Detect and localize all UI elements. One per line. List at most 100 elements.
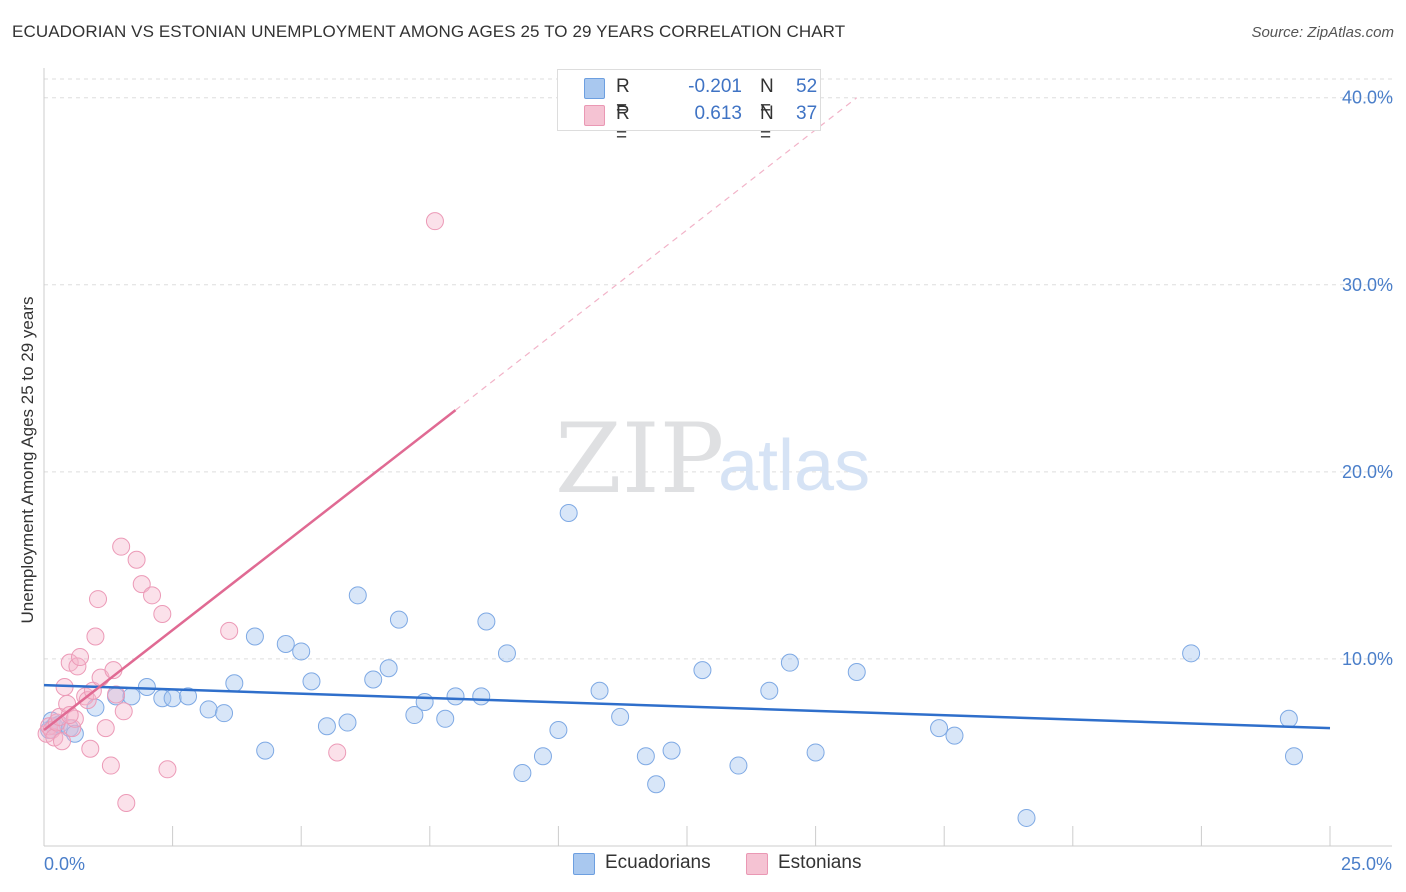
ecuadorian-point	[549, 721, 568, 740]
ecuadorian-point	[364, 670, 383, 689]
ecuadorian-point	[245, 627, 264, 646]
estonian-points	[37, 212, 444, 812]
ecuadorian-point	[163, 689, 182, 708]
watermark-atlas: atlas	[718, 426, 870, 506]
ecuadorian-point	[1017, 808, 1036, 827]
ecuadorian-trend-line	[43, 683, 1331, 730]
ecuadorian-point	[415, 692, 434, 711]
ecuadorian-point	[647, 775, 666, 794]
ecuadorian-point	[611, 707, 630, 726]
ecuadorian-point	[389, 610, 408, 629]
estonian-point	[153, 605, 172, 624]
estonian-legend-label: Estonians	[778, 852, 862, 873]
ecuadorian-point	[446, 687, 465, 706]
ecuadorian-point	[292, 642, 311, 661]
ecuadorian-point	[348, 586, 367, 605]
r-value: -0.201	[688, 76, 742, 97]
estonian-point	[78, 691, 97, 710]
n-value: 37	[796, 103, 818, 124]
estonian-legend-swatch	[746, 853, 768, 875]
x-tick-label-min: 0.0%	[44, 854, 85, 874]
estonian-point	[71, 648, 90, 667]
ecuadorian-point	[945, 726, 964, 745]
estonian-point	[425, 212, 444, 231]
ecuadorian-point	[780, 653, 799, 672]
ecuadorian-point	[436, 709, 455, 728]
chart-title: ECUADORIAN VS ESTONIAN UNEMPLOYMENT AMON…	[12, 22, 846, 41]
n-label: N =	[760, 76, 774, 119]
n-label: N =	[760, 103, 774, 146]
y-tick-label: 10.0%	[1342, 649, 1393, 669]
ecuadorian-point	[847, 663, 866, 682]
y-tick-label: 30.0%	[1342, 275, 1393, 295]
ecuadorian-point	[215, 704, 234, 723]
estonian-point	[127, 550, 146, 569]
estonian-point	[112, 537, 131, 556]
estonian-swatch	[584, 105, 605, 126]
estonian-trend-extension	[455, 97, 858, 411]
ecuadorian-point	[477, 612, 496, 631]
ecuadorian-point	[559, 504, 578, 523]
y-tick-labels: 10.0% 20.0% 30.0% 40.0%	[1342, 88, 1393, 669]
ecuadorian-point	[930, 719, 949, 738]
correlation-legend: R = -0.201 N = 52 R = 0.613 N = 37	[557, 69, 821, 146]
ecuadorian-point	[199, 700, 218, 719]
estonian-point	[107, 685, 126, 704]
ecuadorian-point	[302, 672, 321, 691]
ecuadorian-point	[1182, 644, 1201, 663]
ecuadorian-point	[513, 764, 532, 783]
ecuadorian-point	[636, 747, 655, 766]
trend-lines	[43, 97, 1331, 732]
estonian-point	[158, 760, 177, 779]
n-value: 52	[796, 76, 818, 97]
estonian-point	[328, 743, 347, 762]
watermark-zip: ZIP	[555, 403, 724, 515]
ecuadorian-point	[1284, 747, 1303, 766]
r-label: R =	[616, 103, 630, 146]
estonian-point	[81, 739, 100, 758]
ecuadorian-point	[338, 713, 357, 732]
ecuadorian-point	[225, 674, 244, 693]
ecuadorian-point	[1279, 709, 1298, 728]
r-value: 0.613	[694, 103, 742, 124]
ecuadorian-point	[276, 634, 295, 653]
estonian-point	[86, 627, 105, 646]
ecuadorian-point	[122, 687, 141, 706]
watermark: ZIP atlas	[555, 403, 870, 515]
ecuadorian-point	[472, 687, 491, 706]
estonian-point	[101, 756, 120, 775]
ecuadorian-point	[590, 681, 609, 700]
ecuadorian-point	[179, 687, 198, 706]
estonian-point	[143, 586, 162, 605]
ecuadorian-legend-label: Ecuadorians	[605, 852, 711, 873]
estonian-point	[132, 575, 151, 594]
ecuadorian-point	[405, 706, 424, 725]
estonian-point	[114, 702, 133, 721]
ecuadorian-point	[729, 756, 748, 775]
ecuadorian-point	[317, 717, 336, 736]
estonian-point	[96, 719, 115, 738]
y-tick-label: 20.0%	[1342, 462, 1393, 482]
ecuadorian-point	[760, 681, 779, 700]
ecuadorian-point	[662, 741, 681, 760]
estonian-point	[117, 793, 136, 812]
estonian-trend-line	[43, 409, 457, 732]
ecuadorian-legend-swatch	[573, 853, 595, 875]
ecuadorian-swatch	[584, 78, 605, 99]
r-label: R =	[616, 76, 630, 119]
estonian-point	[220, 621, 239, 640]
ecuadorian-point	[533, 747, 552, 766]
ecuadorian-point	[379, 659, 398, 678]
ecuadorian-point	[256, 741, 275, 760]
ecuadorian-points	[40, 504, 1303, 827]
ecuadorian-point	[497, 644, 516, 663]
ecuadorian-point	[137, 677, 156, 696]
source-credit: Source: ZipAtlas.com	[1251, 24, 1394, 41]
ecuadorian-point	[693, 661, 712, 680]
y-tick-label: 40.0%	[1342, 88, 1393, 108]
estonian-point	[53, 732, 72, 751]
x-tick-labels: 0.0% 25.0%	[44, 854, 1392, 874]
x-tick-label-max: 25.0%	[1341, 854, 1392, 874]
estonian-point	[89, 590, 108, 609]
